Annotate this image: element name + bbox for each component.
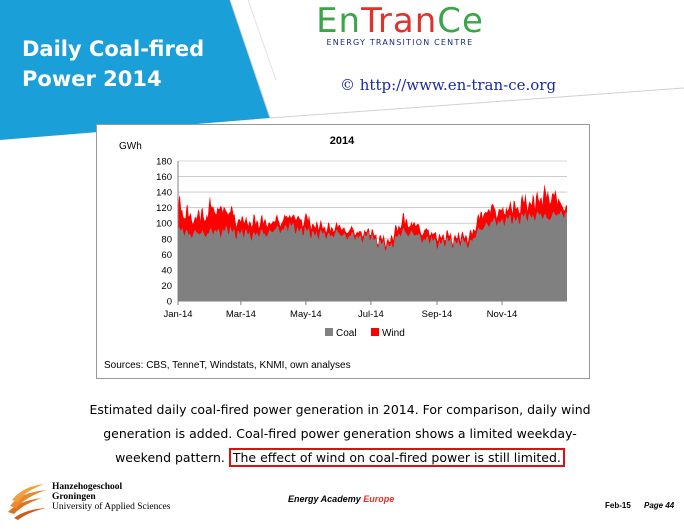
legend-label-wind: Wind bbox=[382, 328, 405, 339]
y-axis-label: GWh bbox=[119, 141, 142, 152]
logo-word-en: En bbox=[316, 1, 362, 41]
y-tick-label: 0 bbox=[167, 297, 172, 308]
slide-caption: Estimated daily coal-fired power generat… bbox=[40, 398, 640, 470]
caption-line2: generation is added. Coal-fired power ge… bbox=[103, 426, 577, 441]
x-tick-label: Mar-14 bbox=[226, 309, 256, 320]
legend-swatch-wind bbox=[371, 328, 379, 336]
slide-title-line2: Power 2014 bbox=[22, 67, 162, 91]
footer-page: Page 44 bbox=[644, 501, 675, 510]
coal-area bbox=[178, 211, 567, 301]
legend-swatch-coal bbox=[325, 328, 333, 336]
academy-word2: Europe bbox=[363, 494, 395, 504]
y-tick-label: 100 bbox=[156, 219, 172, 230]
legend-label-coal: Coal bbox=[336, 328, 357, 339]
school-name-line2: Groningen bbox=[52, 492, 96, 502]
y-tick-label: 40 bbox=[161, 265, 172, 276]
academy-word1: Energy Academy bbox=[288, 494, 361, 504]
slide-title: Daily Coal-fired Power 2014 bbox=[22, 34, 204, 94]
copyright-link[interactable]: © http://www.en-tran-ce.org bbox=[340, 76, 557, 94]
title-band-edge bbox=[229, 0, 684, 119]
entrance-logo: EnTranCe ENERGY TRANSITION CENTRE bbox=[300, 2, 500, 47]
title-band-blue bbox=[0, 0, 270, 140]
school-name-line1: Hanzehogeschool bbox=[52, 482, 123, 492]
caption-line3: weekend pattern. The effect of wind on c… bbox=[40, 446, 640, 470]
x-tick-label: Jul-14 bbox=[358, 309, 384, 320]
title-band-edge2 bbox=[247, 0, 277, 81]
y-tick-label: 60 bbox=[161, 250, 172, 261]
school-name-line3: University of Applied Sciences bbox=[52, 502, 171, 512]
energy-academy-label: Energy Academy Europe bbox=[288, 494, 394, 504]
chart-frame: 2014 GWh 0 20 40 60 80 100 120 140 160 180 Jan-14 Mar… bbox=[96, 124, 590, 379]
title-band bbox=[0, 0, 684, 140]
x-tick-label: May-14 bbox=[290, 309, 322, 320]
logo-wordmark: EnTranCe bbox=[300, 2, 500, 40]
x-tick-label: Nov-14 bbox=[487, 309, 518, 320]
school-flame-icon bbox=[8, 484, 46, 520]
y-tick-label: 160 bbox=[156, 172, 172, 183]
school-logo: Hanzehogeschool Groningen University of … bbox=[6, 482, 176, 522]
coal-wind-chart: 2014 GWh 0 20 40 60 80 100 120 140 160 180 Jan-14 Mar… bbox=[119, 135, 567, 339]
slide-title-line1: Daily Coal-fired bbox=[22, 37, 205, 61]
y-tick-label: 120 bbox=[156, 203, 172, 214]
y-tick-label: 180 bbox=[156, 157, 172, 168]
caption-highlight: The effect of wind on coal-fired power i… bbox=[228, 448, 565, 467]
x-tick-label: Sep-14 bbox=[422, 309, 453, 320]
y-tick-label: 80 bbox=[161, 234, 172, 245]
chart-sources: Sources: CBS, TenneT, Windstats, KNMI, o… bbox=[104, 360, 351, 371]
y-tick-label: 20 bbox=[161, 281, 172, 292]
chart-title: 2014 bbox=[330, 135, 355, 147]
x-tick-label: Jan-14 bbox=[163, 309, 192, 320]
caption-line3-prefix: weekend pattern. bbox=[115, 450, 229, 465]
footer-date: Feb-15 bbox=[605, 501, 631, 510]
caption-line1: Estimated daily coal-fired power generat… bbox=[89, 402, 591, 417]
school-name: Hanzehogeschool Groningen University of … bbox=[52, 482, 170, 512]
logo-word-ce: Ce bbox=[437, 1, 484, 41]
y-tick-label: 140 bbox=[156, 188, 172, 199]
logo-subtitle: ENERGY TRANSITION CENTRE bbox=[326, 38, 474, 47]
logo-word-tran: Tran bbox=[361, 1, 438, 41]
